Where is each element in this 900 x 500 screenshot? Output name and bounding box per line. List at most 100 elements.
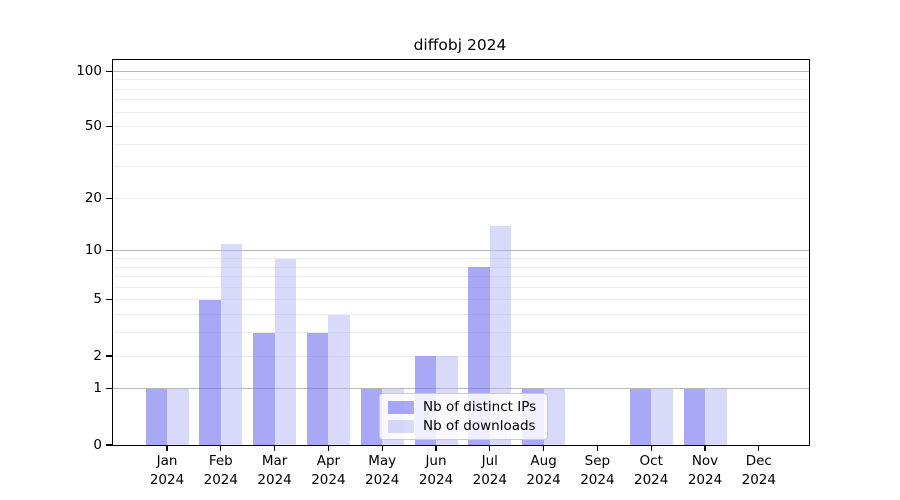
x-tick	[274, 445, 276, 451]
x-tick	[166, 445, 168, 451]
x-tick-label-jul: Jul 2024	[455, 452, 525, 489]
bar-distinct-ips-feb	[199, 299, 221, 445]
x-tick-label-aug: Aug 2024	[509, 452, 579, 489]
legend: Nb of distinct IPs Nb of downloads	[379, 393, 549, 440]
y-gridline-minor	[113, 266, 809, 268]
y-gridline-minor	[113, 276, 809, 278]
y-tick-label: 5	[93, 291, 102, 308]
x-tick	[596, 445, 598, 451]
x-tick-month: Jan	[156, 453, 178, 469]
x-tick-month: Apr	[316, 453, 341, 469]
legend-swatch-distinct-ips	[388, 400, 414, 414]
x-tick	[543, 445, 545, 451]
x-tick	[220, 445, 222, 451]
y-tick	[105, 70, 112, 72]
x-tick-label-mar: Mar 2024	[240, 452, 310, 489]
x-tick-year: 2024	[580, 471, 615, 488]
y-tick-label: 2	[93, 347, 102, 364]
y-tick-label: 20	[84, 189, 102, 206]
bar-downloads-jan	[167, 388, 189, 445]
x-tick-year: 2024	[311, 471, 346, 488]
legend-item-downloads: Nb of downloads	[388, 418, 536, 434]
chart-title: diffobj 2024	[413, 36, 507, 54]
y-gridline-major	[113, 70, 809, 72]
bar-distinct-ips-nov	[683, 388, 705, 445]
y-tick	[105, 355, 112, 357]
x-tick-year: 2024	[472, 471, 507, 488]
x-tick	[435, 445, 437, 451]
bar-distinct-ips-oct	[629, 388, 652, 445]
y-gridline-major	[113, 250, 809, 252]
x-tick-year: 2024	[741, 471, 776, 488]
x-tick	[704, 445, 706, 451]
x-tick-label-dec: Dec 2024	[724, 452, 794, 489]
x-tick-year: 2024	[203, 471, 238, 488]
y-gridline-minor	[113, 143, 809, 145]
y-gridline-minor	[113, 314, 809, 316]
x-tick	[758, 445, 760, 451]
y-gridline-minor	[113, 332, 809, 334]
y-tick-label: 100	[76, 62, 102, 79]
y-gridline-minor	[113, 166, 809, 168]
x-tick-month: Aug	[530, 453, 557, 469]
bar-distinct-ips-jan	[145, 388, 167, 445]
bar-distinct-ips-mar	[253, 332, 275, 445]
y-gridline-minor	[113, 111, 809, 113]
y-tick-label: 50	[84, 118, 102, 135]
bar-downloads-jul	[489, 225, 512, 445]
x-tick-year: 2024	[634, 471, 669, 488]
x-tick-label-apr: Apr 2024	[293, 452, 363, 489]
x-tick-label-feb: Feb 2024	[186, 452, 256, 489]
bar-downloads-feb	[220, 243, 243, 445]
legend-label-distinct-ips: Nb of distinct IPs	[423, 399, 537, 415]
x-tick-label-may: May 2024	[347, 452, 417, 489]
x-tick-month: Feb	[208, 453, 233, 469]
bar-downloads-nov	[705, 388, 727, 445]
y-tick-label: 0	[93, 436, 102, 453]
x-tick-year: 2024	[418, 471, 454, 488]
y-tick-label: 1	[93, 380, 102, 397]
x-tick-year: 2024	[257, 471, 292, 488]
legend-swatch-downloads	[388, 419, 414, 433]
legend-label-downloads: Nb of downloads	[423, 418, 536, 434]
x-tick-label-jun: Jun 2024	[401, 452, 471, 489]
x-tick-label-nov: Nov 2024	[670, 452, 740, 489]
x-tick-month: Jun	[425, 453, 447, 469]
x-tick	[489, 445, 491, 451]
x-tick-year: 2024	[365, 471, 400, 488]
bar-distinct-ips-may	[360, 388, 383, 445]
y-tick	[105, 250, 112, 252]
legend-item-distinct-ips: Nb of distinct IPs	[388, 399, 536, 415]
y-gridline-minor	[113, 126, 809, 128]
x-tick-year: 2024	[149, 471, 185, 488]
y-tick	[105, 299, 112, 301]
y-gridline-major	[113, 388, 809, 390]
x-tick	[381, 445, 383, 451]
y-gridline-minor	[113, 286, 809, 288]
x-tick-month: Nov	[691, 453, 719, 469]
bar-distinct-ips-apr	[306, 332, 329, 445]
y-tick	[105, 444, 112, 446]
x-tick-month: Jul	[481, 453, 498, 469]
y-gridline-minor	[113, 88, 809, 90]
x-tick-month: Mar	[261, 453, 288, 469]
x-tick-label-sep: Sep 2024	[562, 452, 632, 489]
bar-downloads-apr	[328, 314, 350, 445]
x-tick-month: Dec	[745, 453, 772, 469]
y-tick-label: 10	[84, 242, 102, 259]
y-tick	[105, 197, 112, 199]
y-gridline-minor	[113, 355, 809, 357]
x-tick-label-jan: Jan 2024	[132, 452, 202, 489]
x-tick-label-oct: Oct 2024	[616, 452, 686, 489]
bar-downloads-oct	[651, 388, 673, 445]
y-tick	[105, 388, 112, 390]
plot-area: Nb of distinct IPs Nb of downloads 100 50…	[76, 59, 810, 488]
y-gridline-minor	[113, 299, 809, 301]
y-gridline-minor	[113, 79, 809, 81]
y-gridline-minor	[113, 99, 809, 101]
x-tick-month: Sep	[584, 453, 611, 469]
x-tick-year: 2024	[526, 471, 561, 488]
bar-downloads-aug	[543, 388, 566, 445]
x-tick	[650, 445, 652, 451]
